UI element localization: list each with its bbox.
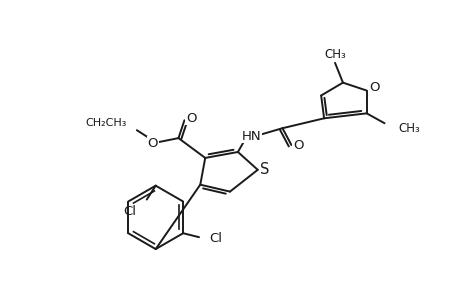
Text: S: S bbox=[259, 162, 269, 177]
Text: Cl: Cl bbox=[123, 205, 135, 218]
Text: CH₃: CH₃ bbox=[324, 48, 345, 62]
Text: O: O bbox=[292, 139, 303, 152]
Text: O: O bbox=[147, 136, 157, 150]
Text: CH₃: CH₃ bbox=[397, 122, 419, 135]
Text: Cl: Cl bbox=[208, 232, 221, 245]
Text: O: O bbox=[186, 112, 196, 125]
Text: O: O bbox=[369, 81, 379, 94]
Text: HN: HN bbox=[241, 130, 261, 142]
Text: CH₂CH₃: CH₂CH₃ bbox=[85, 118, 127, 128]
